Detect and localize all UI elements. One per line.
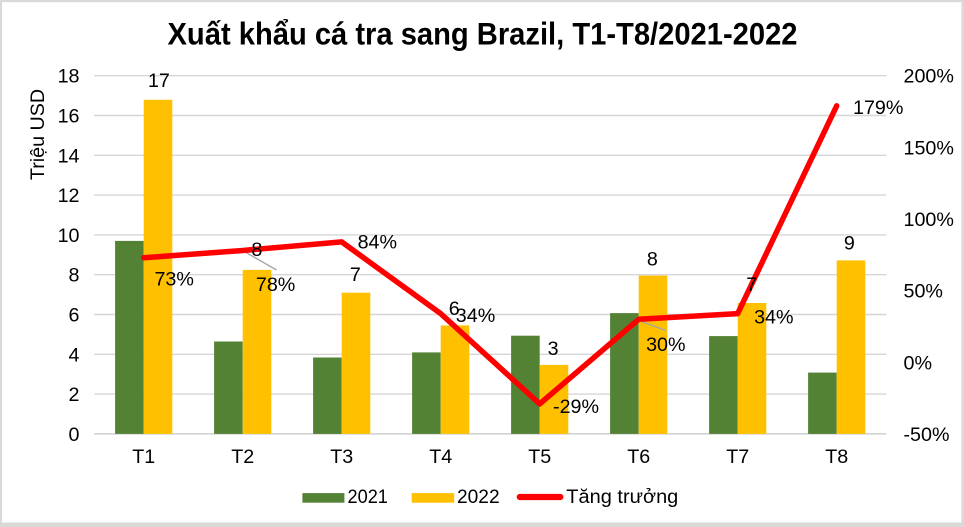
svg-text:100%: 100% [904,209,954,231]
svg-text:200%: 200% [904,66,954,88]
svg-text:18: 18 [58,66,80,88]
svg-text:10: 10 [58,225,80,247]
svg-text:150%: 150% [904,137,954,159]
svg-text:179%: 179% [853,97,903,119]
svg-text:T1: T1 [132,446,155,468]
svg-text:2021: 2021 [348,486,388,508]
svg-text:17: 17 [148,70,170,92]
svg-text:9: 9 [844,232,855,254]
svg-text:T3: T3 [330,446,353,468]
svg-text:34%: 34% [754,307,793,329]
svg-text:50%: 50% [904,281,943,303]
svg-text:T7: T7 [726,446,749,468]
svg-text:0%: 0% [904,352,932,374]
svg-text:34%: 34% [456,305,495,327]
svg-text:T5: T5 [528,446,551,468]
svg-text:T6: T6 [627,446,650,468]
svg-text:T2: T2 [231,446,254,468]
svg-text:T4: T4 [429,446,452,468]
svg-text:84%: 84% [358,232,397,254]
svg-text:-29%: -29% [553,396,599,418]
svg-text:3: 3 [548,338,559,360]
svg-text:8: 8 [69,265,80,287]
svg-text:14: 14 [58,145,80,167]
svg-text:12: 12 [58,185,80,207]
svg-text:T8: T8 [825,446,848,468]
svg-text:6: 6 [449,298,460,320]
svg-text:-50%: -50% [904,424,950,446]
svg-text:8: 8 [251,239,262,261]
svg-text:30%: 30% [646,334,685,356]
svg-text:78%: 78% [256,274,295,296]
svg-text:2022: 2022 [457,486,500,508]
svg-text:73%: 73% [154,268,193,290]
svg-text:2: 2 [69,384,80,406]
svg-text:Triệu USD: Triệu USD [27,89,49,180]
svg-text:4: 4 [69,344,80,366]
svg-text:0: 0 [69,424,80,446]
svg-text:6: 6 [69,305,80,327]
svg-text:16: 16 [58,106,80,128]
svg-text:Tăng trưởng: Tăng trưởng [566,486,678,508]
svg-text:7: 7 [746,274,757,296]
svg-text:Xuất khẩu cá tra sang Brazil,: Xuất khẩu cá tra sang Brazil, T1-T8/2021… [168,17,798,52]
svg-text:8: 8 [647,249,658,271]
svg-text:7: 7 [350,264,361,286]
